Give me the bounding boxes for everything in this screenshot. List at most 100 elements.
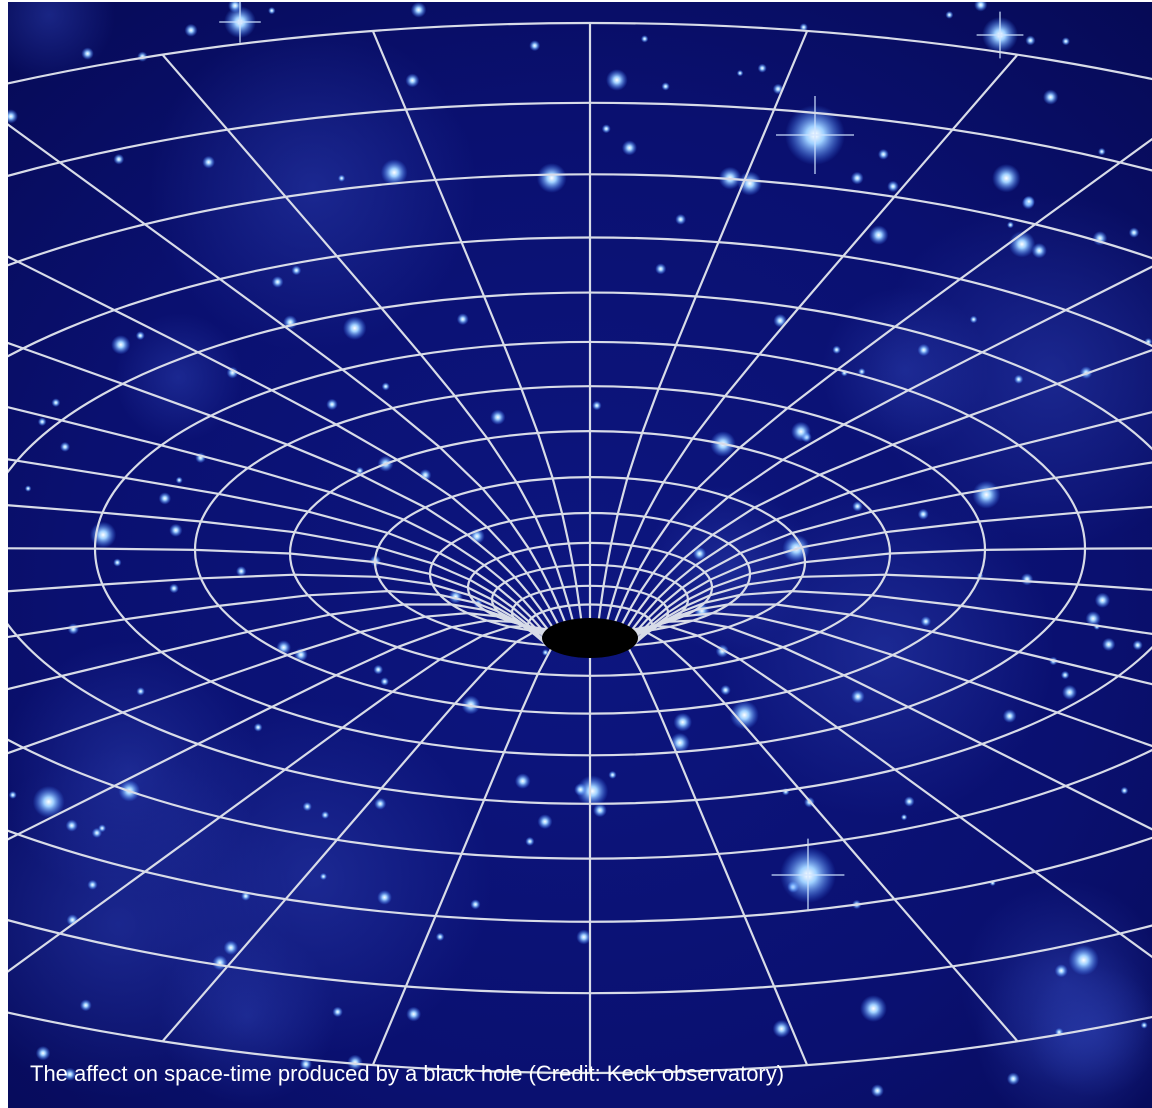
star-spike (771, 838, 845, 912)
haze (148, 23, 477, 351)
star (337, 174, 346, 182)
star (920, 616, 932, 627)
haze (158, 927, 336, 1105)
grid-radial (161, 53, 575, 624)
star (1102, 637, 1116, 652)
star (693, 547, 707, 561)
star (1085, 611, 1101, 627)
star (661, 82, 670, 91)
star (32, 785, 65, 818)
star (1060, 670, 1070, 680)
star (380, 677, 389, 686)
star (35, 1045, 51, 1061)
star (59, 441, 71, 452)
star (576, 929, 592, 945)
star (51, 398, 61, 408)
grid-radial (619, 265, 1152, 627)
star (271, 276, 284, 288)
star (347, 1054, 363, 1071)
star (373, 664, 384, 675)
star (1022, 195, 1035, 208)
star (79, 999, 92, 1012)
grid-radial (637, 547, 1152, 639)
star (406, 1006, 422, 1022)
star (1062, 684, 1078, 700)
star (675, 213, 687, 225)
star (576, 775, 609, 807)
star (136, 687, 145, 696)
grid-radial (597, 30, 809, 624)
star (1097, 147, 1106, 156)
star (887, 180, 899, 193)
star (456, 313, 469, 326)
star (410, 2, 427, 18)
star (1042, 89, 1059, 105)
star (945, 10, 954, 19)
star (253, 723, 263, 732)
star (601, 124, 611, 134)
star (299, 1058, 312, 1071)
star (1014, 374, 1024, 384)
star (24, 485, 32, 492)
haze (8, 2, 116, 81)
star (858, 367, 866, 376)
star (321, 811, 330, 820)
haze (961, 880, 1152, 1087)
star (1068, 944, 1099, 976)
star (737, 171, 762, 196)
star (860, 995, 887, 1022)
grid-radial (8, 504, 544, 637)
star (673, 712, 692, 732)
star (992, 163, 1021, 193)
star (900, 813, 908, 821)
grid-radial (8, 458, 546, 634)
grid-radial (8, 123, 568, 626)
star (63, 1067, 77, 1081)
star (852, 501, 863, 512)
grid-radial (8, 547, 543, 639)
star-spike (776, 96, 854, 174)
star (1061, 37, 1070, 46)
star (1094, 592, 1111, 608)
grid-radial (634, 461, 1152, 634)
star (1006, 1072, 1020, 1086)
star (158, 492, 172, 505)
grid-radial (8, 341, 555, 629)
star (91, 827, 103, 839)
star (868, 225, 889, 245)
star (113, 558, 122, 567)
star (606, 69, 628, 91)
grid-radial (371, 30, 583, 624)
star (302, 801, 312, 812)
star (377, 890, 392, 905)
star (851, 689, 865, 704)
star (1140, 1021, 1148, 1029)
grid-radial (8, 255, 561, 627)
star (917, 508, 929, 520)
grid-radial (8, 406, 550, 631)
star (917, 343, 930, 357)
star (655, 263, 667, 275)
haze (114, 313, 243, 442)
star (904, 796, 915, 807)
star (319, 872, 328, 881)
star (326, 398, 338, 411)
star (1020, 573, 1034, 586)
star (729, 700, 759, 730)
star (291, 265, 302, 276)
star (640, 35, 649, 43)
star (37, 417, 47, 427)
star-spike (219, 2, 261, 43)
star (332, 1006, 343, 1018)
star (8, 790, 17, 799)
grid-radial (636, 505, 1152, 637)
star (592, 400, 602, 411)
star (832, 345, 841, 355)
star (490, 409, 506, 425)
star (1120, 786, 1129, 795)
star (381, 382, 390, 391)
star (268, 6, 276, 15)
